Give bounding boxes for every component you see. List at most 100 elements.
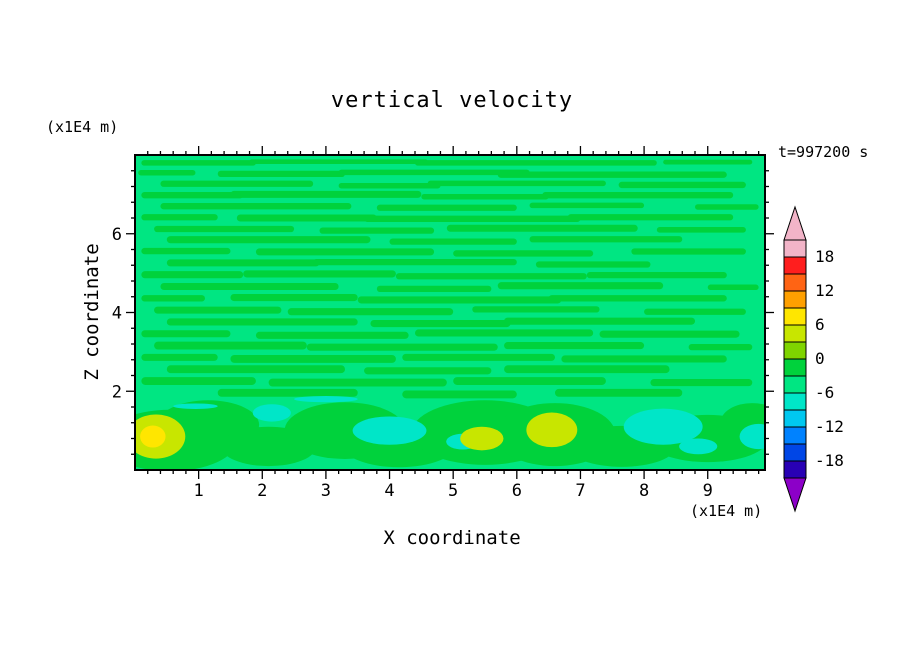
velocity-streak: [542, 192, 734, 199]
colorbar-label: -6: [815, 383, 834, 402]
x-tick-label: 8: [639, 481, 649, 501]
velocity-streak: [138, 169, 196, 176]
colorbar-segment: [783, 324, 807, 343]
colorbar-segment: [783, 256, 807, 275]
velocity-streak: [141, 192, 244, 199]
y-tick-label: 2: [112, 382, 122, 402]
velocity-streak: [141, 247, 231, 255]
x-tick-label: 5: [448, 481, 458, 501]
velocity-streak: [395, 273, 587, 280]
colorbar-segment: [783, 290, 807, 309]
x-tick-label: 3: [321, 481, 331, 501]
chart-title: vertical velocity: [330, 88, 574, 113]
velocity-streak: [236, 214, 377, 222]
velocity-blob: [739, 423, 765, 450]
velocity-streak: [160, 282, 339, 291]
velocity-blob: [679, 438, 718, 455]
velocity-streak: [567, 214, 734, 221]
velocity-streak: [255, 331, 409, 339]
velocity-streak: [141, 295, 205, 302]
velocity-streak: [497, 282, 664, 290]
velocity-streak: [306, 343, 498, 351]
colorbar-label: -12: [815, 417, 844, 436]
contour-field: [135, 159, 765, 470]
velocity-streak: [230, 190, 422, 198]
colorbar-label: -18: [815, 451, 844, 470]
colorbar-segment: [783, 443, 807, 462]
colorbar-segment: [783, 409, 807, 428]
velocity-streak: [529, 236, 683, 243]
velocity-blob: [294, 395, 358, 403]
velocity-streak: [415, 160, 657, 166]
colorbar-label: 6: [815, 315, 825, 334]
velocity-streak: [370, 319, 511, 328]
velocity-streak: [707, 284, 759, 291]
velocity-streak: [504, 342, 645, 350]
velocity-blob: [460, 426, 504, 451]
colorbar-label: 12: [815, 281, 834, 300]
tick-labels: 1 2 3 4 5 6 7 8 9 2 4 6: [112, 225, 713, 501]
velocity-streak: [618, 181, 746, 189]
velocity-streak: [249, 159, 428, 165]
velocity-streak: [313, 258, 517, 266]
velocity-blob: [140, 425, 166, 448]
velocity-streak: [287, 308, 454, 316]
velocity-streak: [504, 317, 695, 325]
colorbar-segment: [783, 392, 807, 411]
velocity-streak: [427, 180, 606, 187]
velocity-streak: [446, 224, 638, 232]
velocity-streak: [166, 365, 345, 374]
velocity-blob: [173, 403, 218, 409]
velocity-blob: [623, 408, 703, 445]
x-tick-label: 7: [575, 481, 585, 501]
colorbar-segment: [783, 273, 807, 292]
velocity-streak: [376, 204, 517, 211]
velocity-streak: [402, 390, 517, 399]
velocity-streak: [421, 193, 549, 200]
velocity-streak: [548, 295, 727, 302]
y-tick-label: 6: [112, 225, 122, 245]
velocity-streak: [453, 377, 606, 385]
velocity-streak: [141, 271, 244, 279]
velocity-streak: [497, 171, 727, 178]
velocity-streak: [504, 365, 670, 374]
velocity-streak: [376, 285, 492, 293]
velocity-streak: [154, 225, 295, 233]
colorbar-segment: [783, 375, 807, 394]
velocity-streak: [230, 293, 358, 302]
velocity-streak: [631, 248, 746, 255]
velocity-streak: [656, 227, 746, 233]
velocity-streak: [166, 259, 320, 267]
velocity-streak: [415, 329, 594, 337]
velocity-streak: [364, 367, 492, 375]
colorbar-label: 18: [815, 247, 834, 266]
colorbar-segment: [783, 358, 807, 377]
velocity-streak: [338, 182, 441, 189]
velocity-streak: [319, 227, 435, 234]
velocity-streak: [650, 379, 753, 387]
colorbar-segment: [783, 426, 807, 445]
velocity-streak: [230, 355, 396, 363]
velocity-streak: [268, 378, 447, 387]
velocity-blob: [526, 412, 578, 448]
x-tick-label: 6: [512, 481, 522, 501]
velocity-streak: [364, 215, 581, 222]
x-tick-label: 1: [194, 481, 204, 501]
colorbar-label: 0: [815, 349, 825, 368]
velocity-streak: [141, 160, 256, 166]
x-tick-label: 9: [703, 481, 713, 501]
velocity-streak: [141, 214, 218, 221]
x-axis-unit-label: (x1E4 m): [690, 502, 763, 520]
velocity-streak: [389, 238, 517, 245]
velocity-streak: [535, 261, 651, 268]
velocity-streak: [586, 271, 727, 279]
velocity-streak: [599, 330, 740, 338]
velocity-streak: [357, 296, 562, 304]
velocity-blob: [252, 404, 291, 422]
velocity-streak: [663, 159, 753, 165]
colorbar-arrow-down: [783, 477, 807, 513]
y-tick-label: 4: [112, 304, 122, 324]
velocity-streak: [688, 344, 753, 351]
velocity-streak: [166, 318, 358, 326]
velocity-streak: [166, 236, 371, 244]
